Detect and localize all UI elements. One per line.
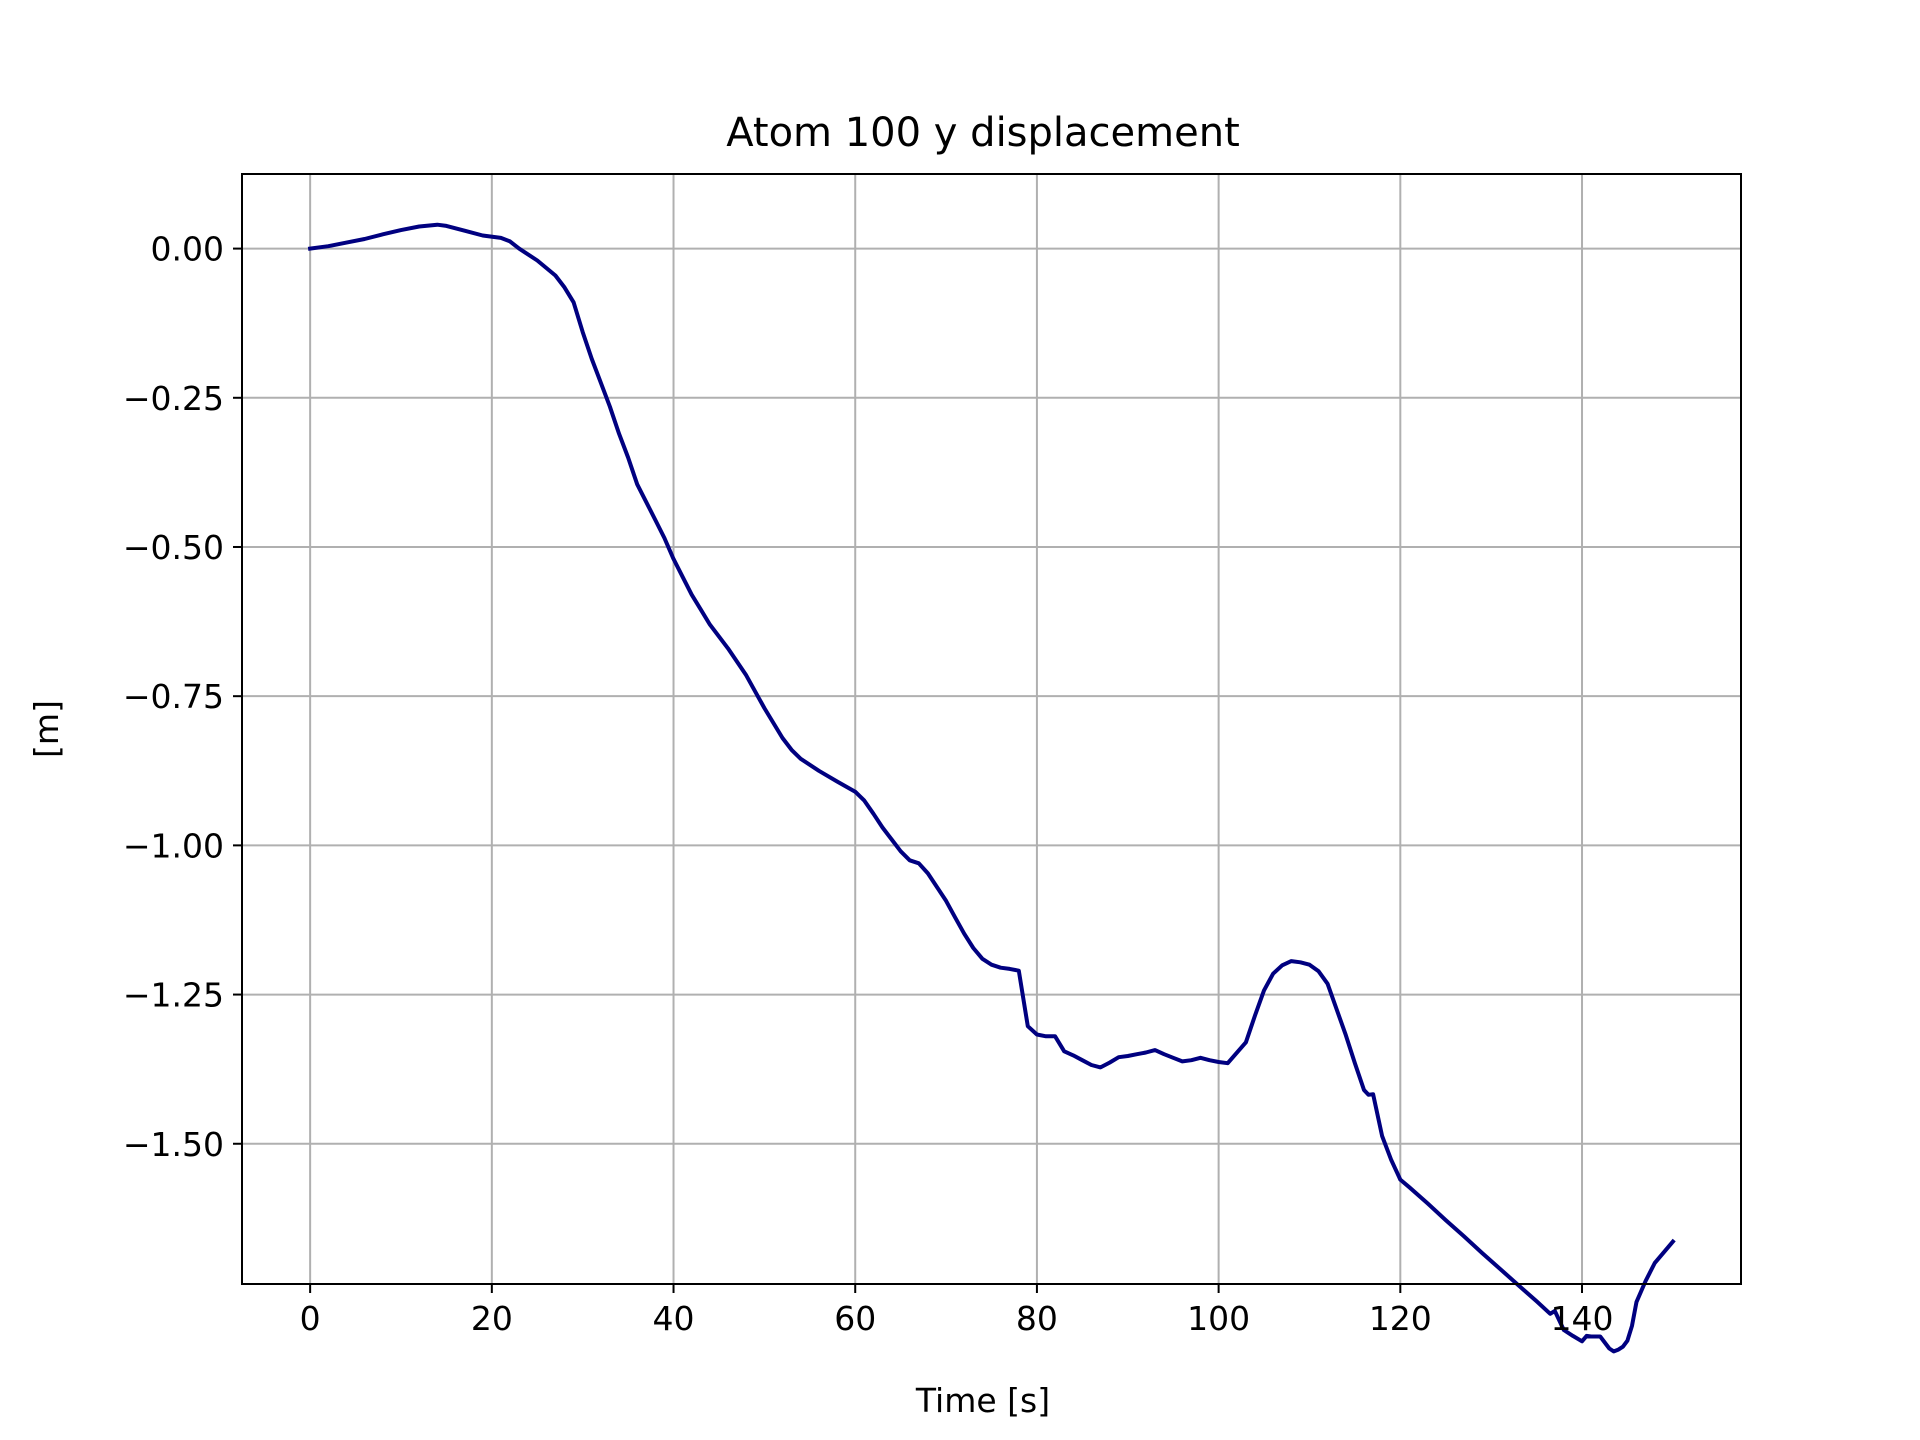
y-tick-label: −1.00 [123, 826, 224, 865]
vertical-gridlines [309, 174, 1584, 1284]
x-axis-ticks: 0 20 40 60 80 100 120 140 [300, 1284, 1614, 1338]
x-axis-label: Time [s] [915, 1381, 1050, 1420]
x-tick-label: 80 [1016, 1299, 1058, 1338]
horizontal-gridlines [242, 247, 1741, 1145]
y-tick-label: −0.75 [123, 677, 224, 716]
plot-frame [241, 173, 1742, 1285]
y-tick-label: −1.25 [123, 976, 224, 1015]
y-axis-label: [m] [27, 700, 66, 758]
x-tick-label: 60 [834, 1299, 876, 1338]
series-layer [307, 222, 1676, 1354]
y-tick-label: 0.00 [151, 230, 224, 269]
x-tick-label: 120 [1369, 1299, 1432, 1338]
x-tick-label: 100 [1187, 1299, 1250, 1338]
x-tick-label: 20 [471, 1299, 513, 1338]
x-tick-label: 40 [653, 1299, 695, 1338]
x-tick-label: 140 [1551, 1299, 1614, 1338]
chart-title: Atom 100 y displacement [726, 110, 1240, 156]
y-tick-label: −0.50 [123, 528, 224, 567]
y-axis-ticks: 0.00 −0.25 −0.50 −0.75 −1.00 −1.25 −1.50 [123, 230, 242, 1164]
series-line [307, 222, 1676, 1354]
x-tick-label: 0 [300, 1299, 321, 1338]
y-tick-label: −1.50 [123, 1125, 224, 1164]
y-tick-label: −0.25 [123, 379, 224, 418]
